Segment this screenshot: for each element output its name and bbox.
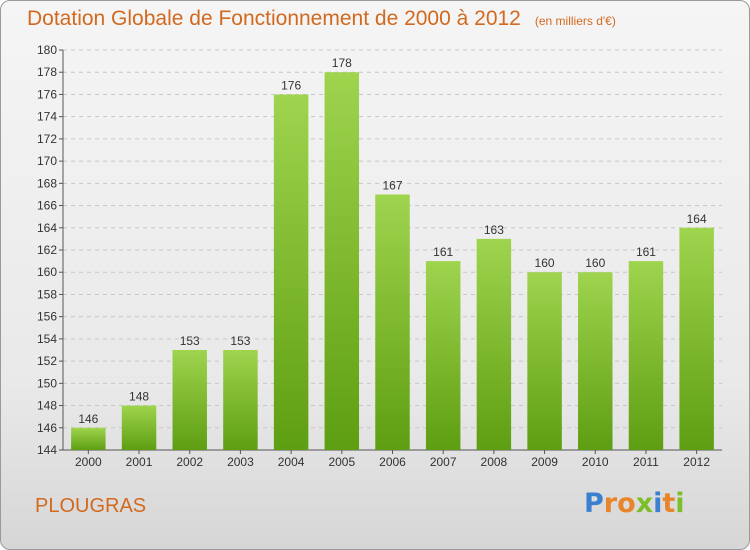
value-label: 160 bbox=[535, 256, 555, 270]
bar bbox=[628, 261, 664, 450]
x-tick-label: 2006 bbox=[379, 455, 406, 469]
bar bbox=[375, 194, 410, 450]
logo-letter: i bbox=[675, 488, 685, 519]
value-label: 160 bbox=[585, 256, 605, 270]
value-label: 161 bbox=[636, 245, 656, 259]
y-tick-label: 180 bbox=[37, 43, 57, 57]
chart-subtitle: (en milliers d'€) bbox=[534, 14, 616, 28]
value-label: 176 bbox=[281, 78, 301, 92]
x-tick-label: 2002 bbox=[176, 455, 203, 469]
x-tick-label: 2007 bbox=[430, 455, 457, 469]
value-label: 153 bbox=[230, 334, 250, 348]
value-label: 163 bbox=[484, 223, 504, 237]
value-label: 164 bbox=[687, 212, 707, 226]
y-tick-label: 156 bbox=[37, 310, 57, 324]
bar bbox=[273, 94, 309, 450]
y-tick-label: 166 bbox=[37, 199, 57, 213]
x-tick-label: 2001 bbox=[126, 455, 153, 469]
x-tick-label: 2009 bbox=[531, 455, 558, 469]
x-tick-label: 2011 bbox=[633, 455, 659, 469]
value-label: 161 bbox=[433, 245, 453, 259]
logo-letter: t bbox=[662, 488, 676, 519]
commune-name: PLOUGRAS bbox=[35, 495, 147, 517]
y-tick-label: 154 bbox=[37, 332, 57, 346]
logo-letter: r bbox=[603, 488, 618, 519]
chart-title-text: Dotation Globale de Fonctionnement de 20… bbox=[27, 7, 521, 30]
bar bbox=[527, 272, 562, 450]
bar bbox=[324, 72, 360, 450]
bar bbox=[121, 405, 157, 450]
x-tick-label: 2000 bbox=[75, 455, 102, 469]
bar bbox=[476, 238, 512, 450]
logo-letter: x bbox=[635, 488, 654, 519]
y-tick-label: 174 bbox=[37, 110, 57, 124]
bar bbox=[578, 272, 613, 450]
y-tick-label: 148 bbox=[37, 399, 57, 413]
logo-letter: P bbox=[584, 488, 604, 519]
y-tick-label: 160 bbox=[37, 265, 57, 279]
logo-letter: o bbox=[617, 488, 636, 519]
y-tick-label: 164 bbox=[37, 221, 57, 235]
y-tick-label: 152 bbox=[37, 354, 57, 368]
y-tick-label: 168 bbox=[37, 176, 57, 190]
x-tick-label: 2008 bbox=[481, 455, 508, 469]
bar bbox=[71, 427, 106, 450]
y-tick-label: 150 bbox=[37, 376, 57, 390]
x-tick-label: 2004 bbox=[278, 455, 305, 469]
y-tick-label: 158 bbox=[37, 287, 57, 301]
x-tick-label: 2012 bbox=[683, 455, 710, 469]
proxiti-logo: Proxiti bbox=[584, 488, 685, 519]
x-tick-label: 2005 bbox=[328, 455, 355, 469]
chart-title: Dotation Globale de Fonctionnement de 20… bbox=[27, 7, 616, 31]
x-tick-label: 2003 bbox=[227, 455, 254, 469]
bar bbox=[223, 350, 258, 450]
bar bbox=[679, 227, 714, 450]
bars bbox=[71, 72, 714, 450]
y-tick-label: 172 bbox=[37, 132, 57, 146]
value-label: 148 bbox=[129, 390, 149, 404]
y-tick-label: 176 bbox=[37, 87, 57, 101]
labels: 144 146 148 150 152 154 156 158 160 162 164 166 168 1… bbox=[37, 43, 710, 469]
bar bbox=[425, 261, 461, 450]
y-tick-label: 146 bbox=[37, 421, 57, 435]
bar bbox=[172, 350, 207, 450]
value-label: 178 bbox=[332, 56, 352, 70]
value-label: 167 bbox=[382, 178, 402, 192]
y-tick-label: 162 bbox=[37, 243, 57, 257]
y-tick-label: 170 bbox=[37, 154, 57, 168]
logo-letter: i bbox=[653, 488, 663, 519]
y-tick-label: 144 bbox=[37, 443, 57, 457]
y-tick-label: 178 bbox=[37, 65, 57, 79]
x-tick-label: 2010 bbox=[582, 455, 609, 469]
value-label: 153 bbox=[180, 334, 200, 348]
value-label: 146 bbox=[78, 412, 98, 426]
